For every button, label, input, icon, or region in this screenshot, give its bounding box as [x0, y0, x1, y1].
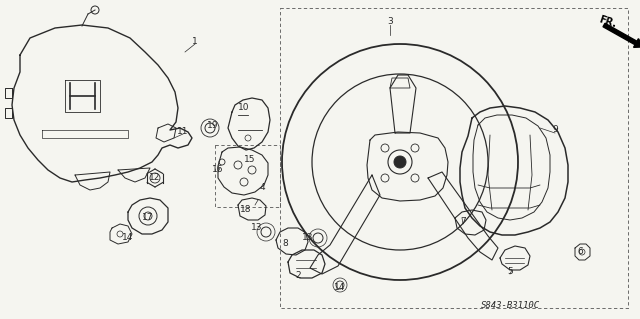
Text: 10: 10	[238, 103, 250, 113]
Text: 14: 14	[334, 284, 346, 293]
Text: FR.: FR.	[598, 14, 618, 30]
Text: 3: 3	[387, 18, 393, 26]
Text: 12: 12	[149, 174, 161, 182]
Text: 4: 4	[259, 183, 265, 192]
Text: 6: 6	[577, 248, 583, 256]
Circle shape	[394, 156, 406, 168]
Text: 2: 2	[295, 271, 301, 280]
Text: 14: 14	[122, 234, 134, 242]
Text: 11: 11	[177, 128, 189, 137]
Text: S843-B3110C: S843-B3110C	[481, 300, 540, 309]
Text: 15: 15	[244, 155, 256, 165]
Text: 1: 1	[192, 38, 198, 47]
FancyArrow shape	[603, 23, 640, 47]
Text: 13: 13	[252, 224, 263, 233]
Text: 8: 8	[282, 240, 288, 249]
Text: 9: 9	[552, 125, 558, 135]
Bar	[280, 8, 628, 308]
Text: 18: 18	[240, 205, 252, 214]
Text: 17: 17	[142, 213, 154, 222]
Text: 5: 5	[507, 268, 513, 277]
Bar	[215, 145, 280, 207]
Text: 16: 16	[212, 166, 224, 174]
Text: 7: 7	[460, 218, 466, 226]
Text: 19: 19	[207, 121, 219, 130]
Text: 13: 13	[302, 233, 314, 241]
